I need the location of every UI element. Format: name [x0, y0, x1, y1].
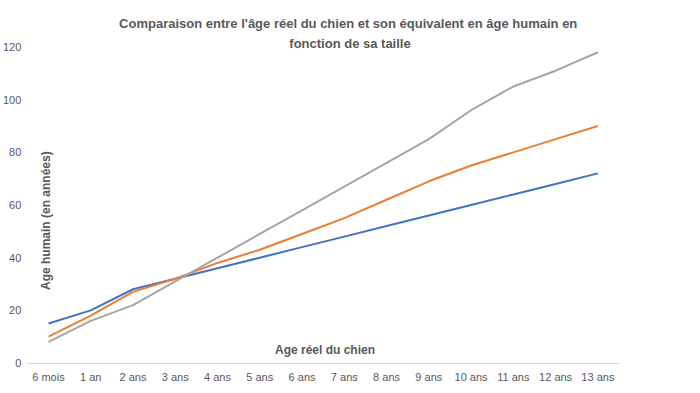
- svg-text:120: 120: [3, 41, 21, 53]
- svg-text:7 ans: 7 ans: [331, 371, 358, 383]
- svg-text:3 ans: 3 ans: [162, 371, 189, 383]
- svg-text:100: 100: [3, 94, 21, 106]
- svg-text:80: 80: [9, 146, 21, 158]
- svg-text:13 ans: 13 ans: [581, 371, 615, 383]
- svg-text:6 mois: 6 mois: [32, 371, 65, 383]
- svg-text:Age réel du chien: Age réel du chien: [275, 343, 375, 357]
- svg-text:5 ans: 5 ans: [246, 371, 273, 383]
- svg-text:60: 60: [9, 199, 21, 211]
- svg-text:10 ans: 10 ans: [455, 371, 489, 383]
- svg-text:4 ans: 4 ans: [204, 371, 231, 383]
- svg-text:Comparaison entre l'âge réel d: Comparaison entre l'âge réel du chien et…: [119, 16, 581, 31]
- svg-text:Age humain (en années): Age humain (en années): [39, 151, 53, 290]
- svg-text:2 ans: 2 ans: [120, 371, 147, 383]
- svg-text:0: 0: [15, 357, 21, 369]
- svg-text:11 ans: 11 ans: [497, 371, 530, 383]
- svg-text:8 ans: 8 ans: [373, 371, 400, 383]
- svg-text:20: 20: [9, 304, 21, 316]
- svg-text:fonction de sa taille: fonction de sa taille: [289, 36, 410, 51]
- svg-text:6 ans: 6 ans: [289, 371, 316, 383]
- svg-text:1 an: 1 an: [80, 371, 101, 383]
- svg-text:9 ans: 9 ans: [415, 371, 442, 383]
- svg-text:12 ans: 12 ans: [539, 371, 573, 383]
- svg-text:40: 40: [9, 252, 21, 264]
